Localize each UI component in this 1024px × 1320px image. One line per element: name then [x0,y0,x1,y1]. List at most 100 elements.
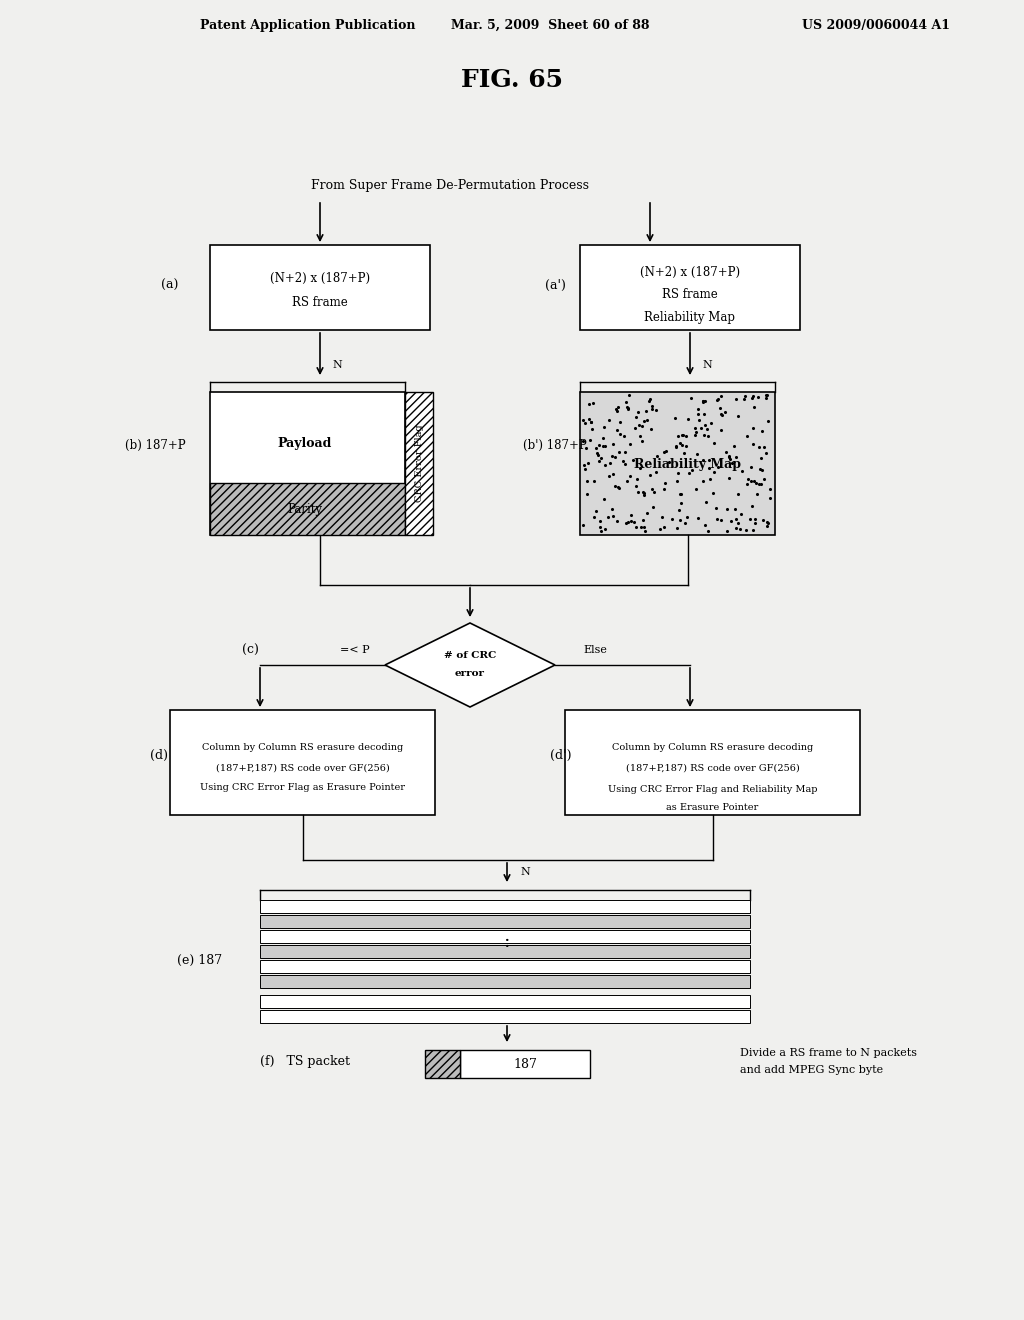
Point [699,521,716,543]
Point [668,408,684,429]
Point [719,499,735,520]
Text: 187: 187 [513,1057,537,1071]
Point [604,433,621,454]
Point [676,442,692,463]
Text: (e) 187: (e) 187 [177,953,222,966]
Point [674,434,690,455]
Point [668,436,684,457]
Point [700,457,717,478]
Point [632,425,648,446]
Point [693,417,710,438]
Point [608,400,625,421]
Point [744,434,761,455]
Point [600,506,616,527]
Point [681,462,697,483]
Point [694,471,711,492]
Point [622,465,638,486]
Point [728,446,744,467]
Point [713,510,729,531]
Point [578,437,594,458]
Point [755,510,771,531]
Point [678,425,694,446]
Point [713,404,729,425]
Text: (d'): (d') [550,748,571,762]
Point [706,461,722,482]
Point [749,484,765,506]
Point [595,428,611,449]
Text: =< P: =< P [340,645,370,655]
Point [710,388,726,409]
Point [756,469,772,490]
Point [632,458,648,479]
Point [724,453,740,474]
Point [581,393,597,414]
Point [648,462,665,483]
Point [591,434,607,455]
Point [697,391,714,412]
Point [733,503,750,524]
Point [672,432,688,453]
Point [690,399,707,420]
Point [710,457,726,478]
FancyBboxPatch shape [260,931,750,942]
Text: error: error [455,668,485,677]
Point [706,432,722,453]
Point [697,515,714,536]
Point [606,475,623,496]
Point [752,474,768,495]
FancyBboxPatch shape [580,246,800,330]
Point [736,385,753,407]
Point [617,512,634,533]
Point [634,430,650,451]
Point [597,454,613,475]
Point [738,519,755,540]
Point [614,450,631,471]
Text: Using CRC Error Flag as Erasure Pointer: Using CRC Error Flag as Erasure Pointer [200,784,406,792]
Point [609,511,626,532]
Point [745,470,762,491]
Point [630,401,646,422]
Point [642,388,658,409]
Point [584,418,600,440]
Point [743,470,760,491]
Point [620,470,636,491]
FancyBboxPatch shape [260,915,750,928]
Point [657,441,674,462]
Point [603,499,620,520]
Text: Divide a RS frame to N packets: Divide a RS frame to N packets [740,1048,918,1059]
Point [577,458,593,479]
Point [690,411,707,432]
Point [713,385,729,407]
FancyBboxPatch shape [260,975,750,987]
Point [721,467,737,488]
Point [628,407,644,428]
Point [721,446,737,467]
Point [758,387,774,408]
Point [642,465,658,486]
Point [596,488,612,510]
FancyBboxPatch shape [580,392,775,535]
Text: as Erasure Pointer: as Erasure Pointer [667,804,759,813]
FancyBboxPatch shape [406,392,433,535]
Point [644,496,660,517]
Point [727,389,743,411]
Point [605,463,622,484]
Point [669,471,685,492]
Point [582,429,598,450]
Text: Using CRC Error Flag and Reliability Map: Using CRC Error Flag and Reliability Map [608,784,817,793]
Point [631,414,647,436]
Text: RS frame: RS frame [663,289,718,301]
Text: US 2009/0060044 A1: US 2009/0060044 A1 [802,18,950,32]
Point [726,436,742,457]
Text: CRC Error Flag: CRC Error Flag [415,425,424,503]
Text: Else: Else [583,645,607,655]
Point [703,412,720,433]
Point [738,473,755,494]
Point [758,442,774,463]
Point [748,512,764,533]
Point [577,413,593,434]
Point [694,450,711,471]
Point [677,512,693,533]
FancyBboxPatch shape [565,710,860,814]
Text: N: N [520,867,529,876]
